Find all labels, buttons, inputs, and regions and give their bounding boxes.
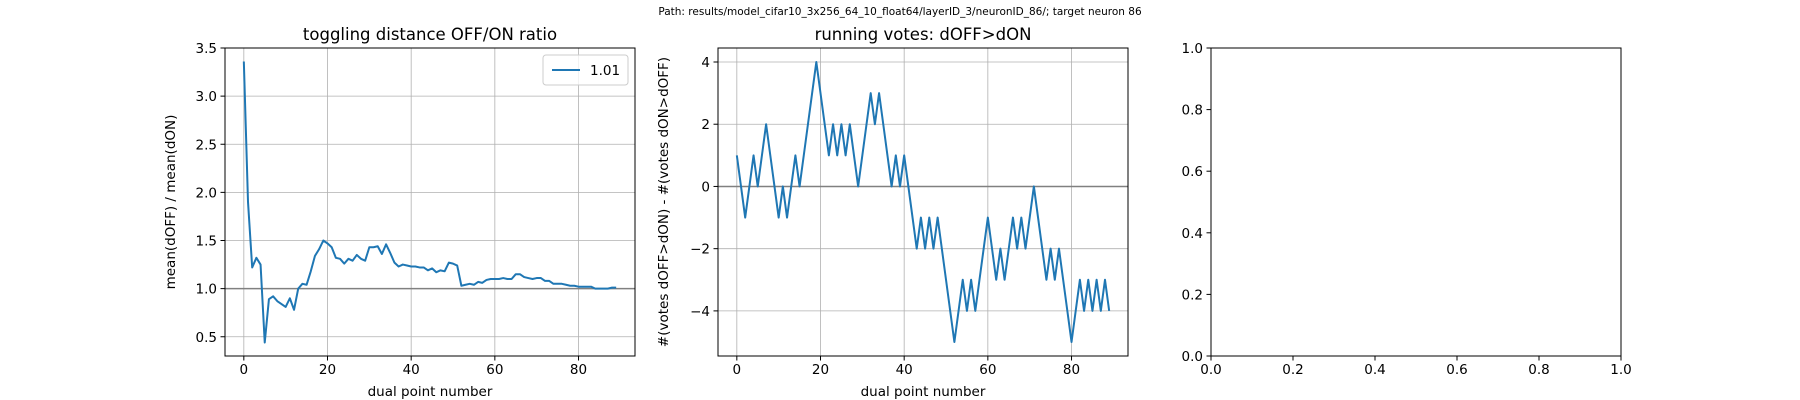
y-tick-label: 1.0 — [196, 282, 217, 298]
x-tick-label: 0.2 — [1282, 362, 1303, 378]
y-tick-label: 2 — [701, 117, 710, 133]
y-tick-label: 0.4 — [1182, 226, 1203, 242]
series-line-1 — [242, 61, 617, 344]
series-line-1 — [735, 61, 1111, 343]
y-tick-label: −2 — [690, 242, 710, 258]
y-tick-label: 0.0 — [1182, 349, 1203, 365]
x-tick-label: 80 — [570, 362, 587, 378]
x-tick-label: 20 — [319, 362, 336, 378]
x-tick-label: 0 — [240, 362, 249, 378]
x-tick-label: 40 — [896, 362, 913, 378]
y-tick-label: 3.0 — [196, 89, 217, 105]
figure-suptitle: Path: results/model_cifar10_3x256_64_10_… — [658, 6, 1142, 18]
x-tick-label: 20 — [812, 362, 829, 378]
y-tick-label: 0.5 — [196, 330, 217, 346]
axes-frame — [717, 47, 1129, 357]
chart-panel-2: 0 20 40 60 80 −4 −2 0 2 4 running votes: dOFF>dON d… — [656, 25, 1129, 400]
y-tick-label: 1.5 — [196, 234, 217, 250]
y-tick-label: 1.0 — [1182, 41, 1203, 57]
x-tick-label: 80 — [1063, 362, 1080, 378]
x-axis-label: dual point number — [368, 384, 493, 400]
y-tick-label: 0.6 — [1182, 164, 1203, 180]
y-axis-label: mean(dOFF) / mean(dON) — [163, 115, 179, 290]
chart-panel-3: 0.0 0.2 0.4 0.6 0.8 1.0 0.0 0.2 0.4 0.6 0.8 1.0 — [1182, 41, 1632, 378]
x-tick-label: 0.6 — [1446, 362, 1467, 378]
y-tick-label: 0.2 — [1182, 287, 1203, 303]
y-tick-label: −4 — [690, 304, 710, 320]
axes-frame — [224, 47, 636, 357]
y-tick-label: 4 — [701, 55, 710, 71]
chart-panel-1: 0 20 40 60 80 0.5 1.0 1.5 2.0 2.5 3.0 3.5 toggling d… — [163, 25, 636, 400]
y-tick-label: 0 — [701, 179, 710, 195]
axes-frame — [1210, 47, 1622, 357]
y-tick-label: 0.8 — [1182, 103, 1203, 119]
x-tick-label: 60 — [979, 362, 996, 378]
x-tick-label: 40 — [403, 362, 420, 378]
x-tick-label: 60 — [486, 362, 503, 378]
y-axis-label: #(votes dOFF>dON) - #(votes dON>dOFF) — [656, 57, 672, 347]
y-tick-label: 3.5 — [196, 41, 217, 57]
x-tick-label: 0 — [733, 362, 742, 378]
y-tick-label: 2.0 — [196, 185, 217, 201]
chart-title: running votes: dOFF>dON — [815, 25, 1032, 44]
x-tick-label: 0.0 — [1200, 362, 1221, 378]
x-tick-label: 0.8 — [1528, 362, 1549, 378]
y-tick-label: 2.5 — [196, 137, 217, 153]
x-axis-label: dual point number — [861, 384, 986, 400]
x-tick-label: 1.0 — [1610, 362, 1631, 378]
legend: 1.01 — [542, 54, 629, 86]
legend-box — [542, 54, 629, 86]
x-tick-label: 0.4 — [1364, 362, 1385, 378]
chart-title: toggling distance OFF/ON ratio — [303, 25, 557, 44]
legend-label: 1.01 — [590, 63, 620, 79]
